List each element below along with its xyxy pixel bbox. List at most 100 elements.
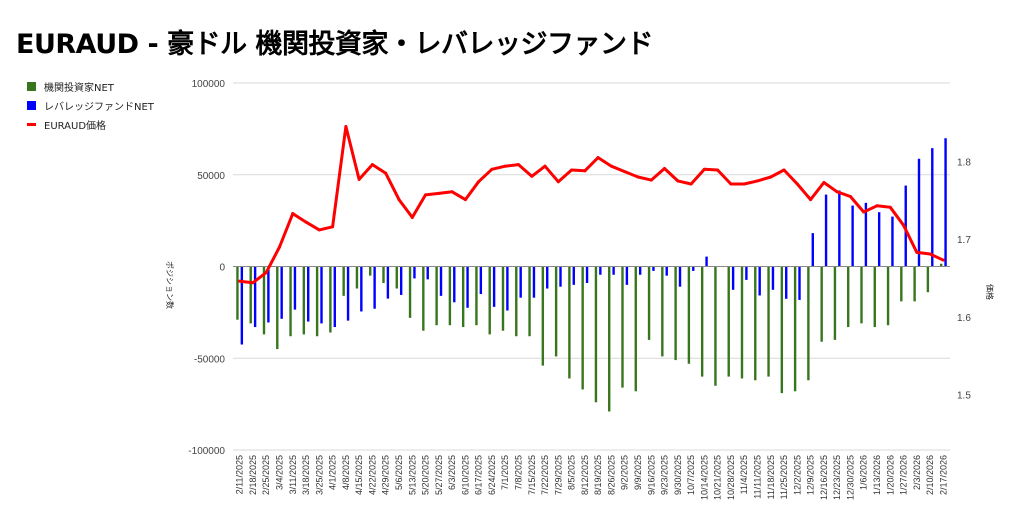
price-point — [556, 180, 560, 184]
x-tick-label: 11/4/2025 — [739, 455, 749, 494]
price-point — [689, 182, 693, 186]
price-point — [941, 258, 945, 262]
bar-leveraged — [399, 266, 403, 295]
bar-leveraged — [758, 266, 761, 296]
legend-label: レバレッジファンドNET — [44, 102, 154, 113]
price-line — [239, 125, 945, 285]
legend-label: EURAUD価格 — [44, 121, 107, 132]
x-tick-label: 3/25/2025 — [314, 455, 324, 495]
bar-institutional — [461, 266, 465, 328]
bar-institutional — [873, 266, 876, 328]
x-tick-label: 7/1/2025 — [500, 455, 510, 490]
price-point — [769, 175, 773, 179]
x-tick-label: 12/16/2025 — [819, 455, 829, 500]
bar-leveraged — [386, 266, 390, 299]
price-point — [424, 193, 428, 197]
x-tick-label: 9/2/2025 — [620, 455, 630, 490]
price-point — [583, 169, 587, 173]
x-tick-label: 1/27/2026 — [899, 455, 909, 495]
bar-institutional — [634, 266, 637, 392]
bar-institutional — [315, 266, 319, 337]
legend-item-institutional: 機関投資家NET — [27, 77, 154, 96]
bar-institutional — [740, 266, 744, 379]
x-tick-label: 2/18/2025 — [248, 455, 258, 495]
bar-institutional — [727, 266, 730, 377]
x-tick-label: 11/25/2025 — [779, 455, 789, 499]
legend-item-leveraged: レバレッジファンドNET — [27, 96, 154, 115]
bar-leveraged — [240, 266, 244, 345]
bar-leveraged — [253, 266, 257, 328]
price-point — [928, 252, 932, 256]
price-point — [663, 166, 667, 170]
x-tick-label: 6/3/2025 — [447, 455, 457, 490]
x-tick-label: 5/13/2025 — [407, 455, 417, 495]
bar-leveraged — [917, 158, 921, 267]
x-tick-label: 6/24/2025 — [487, 455, 497, 495]
bar-institutional — [847, 266, 850, 328]
price-point — [848, 194, 852, 198]
price-point — [596, 156, 600, 160]
bar-leveraged — [625, 266, 629, 285]
x-tick-label: 12/23/2025 — [832, 455, 842, 500]
bar-leveraged — [864, 202, 868, 267]
bar-institutional — [860, 266, 863, 324]
bar-leveraged — [585, 266, 589, 284]
bar-institutional — [687, 266, 691, 364]
price-point — [902, 223, 906, 227]
bar-institutional — [382, 266, 385, 284]
bar-leveraged — [931, 148, 934, 267]
bar-leveraged — [824, 194, 828, 267]
bar-leveraged — [785, 266, 788, 299]
bar-institutional — [608, 266, 611, 412]
bar-leveraged — [466, 266, 469, 308]
price-point — [304, 220, 308, 224]
price-point — [264, 271, 268, 275]
x-tick-label: 7/8/2025 — [513, 455, 523, 490]
bar-institutional — [528, 266, 531, 337]
bar-leveraged — [638, 266, 642, 275]
bar-leveraged — [506, 266, 509, 311]
x-tick-label: 3/18/2025 — [301, 455, 311, 495]
bar-institutional — [568, 266, 571, 379]
bar-leveraged — [373, 266, 376, 309]
bar-institutional — [554, 266, 558, 357]
bar-leveraged — [665, 266, 668, 276]
price-point — [742, 182, 746, 186]
bar-leveraged — [904, 185, 907, 267]
y-axis-title-right: 価格 — [985, 284, 995, 300]
bar-institutional — [807, 266, 810, 381]
price-point — [490, 167, 494, 171]
bar-institutional — [249, 266, 252, 324]
bar-institutional — [674, 266, 677, 361]
legend: 機関投資家NET レバレッジファンドNET EURAUD価格 — [27, 77, 154, 134]
bar-institutional — [501, 266, 505, 331]
bar-leveraged — [652, 266, 655, 271]
x-tick-label: 11/18/2025 — [766, 455, 776, 499]
x-tick-label: 10/28/2025 — [726, 455, 736, 500]
bar-leveraged — [745, 266, 748, 280]
price-point — [357, 177, 361, 181]
y-tick-label-left: -100000 — [188, 446, 225, 457]
price-point — [888, 205, 892, 209]
y-tick-label-right: 1.8 — [957, 158, 971, 169]
bar-institutional — [581, 266, 584, 390]
price-point — [384, 171, 388, 175]
x-tick-label: 1/6/2026 — [859, 455, 869, 490]
bar-leveraged — [492, 266, 496, 307]
bar-institutional — [833, 266, 837, 340]
legend-swatch-institutional — [27, 82, 36, 91]
bar-leveraged — [293, 266, 297, 310]
bar-leveraged — [771, 266, 775, 290]
bar-institutional — [422, 266, 425, 331]
x-tick-label: 2/3/2026 — [912, 455, 922, 490]
bar-leveraged — [280, 266, 283, 319]
y-tick-label-right: 1.5 — [957, 391, 971, 402]
bar-institutional — [767, 266, 770, 377]
bar-leveraged — [731, 266, 735, 290]
x-tick-label: 4/15/2025 — [354, 455, 364, 495]
y-axis-title-left: ポジション数 — [165, 261, 175, 309]
bar-institutional — [754, 266, 757, 381]
price-point — [344, 125, 348, 129]
price-point — [676, 179, 680, 183]
